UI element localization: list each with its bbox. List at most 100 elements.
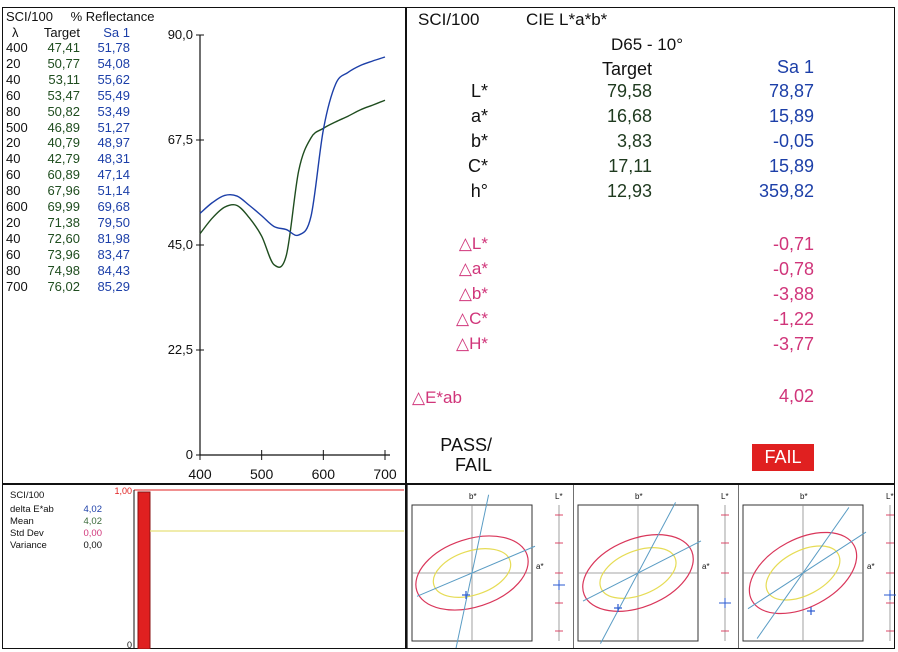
stats-var-label: Variance [10, 540, 47, 551]
cie-row-label: L* [470, 81, 488, 101]
y-tick-label: 90,0 [168, 27, 193, 42]
x-tick-label: 700 [373, 466, 397, 482]
delta-label: △L* [458, 234, 488, 253]
stats-std-value: 0,00 [83, 528, 103, 539]
reflectance-row: 20 50,77 54,08 [6, 56, 130, 72]
wavelength: 40 [6, 71, 21, 87]
cie-sample-header: Sa 1 [776, 57, 814, 77]
sample-value: 83,47 [97, 246, 130, 262]
y-tick-label: 0 [186, 447, 193, 462]
reflectance-row: 80 50,82 53,49 [6, 104, 130, 120]
ellipse-plot: b* a* L* [407, 485, 565, 648]
stats-var-value: 0,00 [83, 540, 103, 551]
a-axis-label: a* [867, 562, 875, 571]
chroma-line [747, 531, 867, 610]
delta-label: △b* [458, 284, 488, 303]
target-header: Target [43, 25, 80, 40]
chroma-line [416, 545, 536, 597]
divider-horizontal [2, 483, 895, 485]
wavelength: 80 [6, 183, 21, 199]
sample-value: 47,14 [97, 167, 130, 183]
cie-mode: SCI/100 [418, 10, 480, 29]
reflectance-row: 700 76,02 85,29 [6, 279, 130, 295]
delta-e-label: △E*ab [412, 388, 462, 407]
x-tick-label: 500 [250, 466, 274, 482]
wavelength: 60 [6, 167, 21, 183]
wavelength: 20 [6, 214, 21, 230]
stats-top-tick: 1,00 [114, 486, 132, 496]
b-axis-label: b* [469, 492, 477, 501]
cie-target-value: 16,68 [606, 106, 652, 126]
sample-value: 55,62 [97, 71, 130, 87]
wavelength: 20 [6, 135, 21, 151]
x-tick-label: 400 [188, 466, 212, 482]
sample-value: 48,97 [97, 135, 130, 151]
delta-value: -3,88 [772, 284, 814, 304]
ellipse-plot: b* a* L* [573, 485, 731, 648]
target-value: 73,96 [47, 246, 80, 262]
pass-label: PASS/ [440, 435, 492, 455]
target-value: 40,79 [47, 135, 80, 151]
wavelength: 400 [6, 40, 28, 55]
target-value: 46,89 [47, 119, 80, 135]
delta-value: -3,77 [772, 334, 814, 354]
reflectance-row: 40 53,11 55,62 [6, 72, 130, 88]
inner-tolerance-ellipse [432, 548, 512, 598]
reflectance-title: SCI/100 % Reflectance [6, 9, 154, 24]
delta-label: △a* [458, 259, 488, 278]
sample-value: 51,27 [97, 119, 130, 135]
reflectance-row: 20 71,38 79,50 [6, 215, 130, 231]
reflectance-row: 80 74,98 84,43 [6, 263, 130, 279]
wavelength: 60 [6, 246, 21, 262]
cie-sample-value: 359,82 [758, 181, 814, 201]
sample-value: 69,68 [97, 199, 130, 214]
y-tick-label: 45,0 [168, 237, 193, 252]
y-tick-label: 67,5 [168, 132, 193, 147]
ellipse-plot: b* a* L* [738, 485, 896, 648]
L-axis-label: L* [721, 492, 729, 501]
report-frame [2, 7, 895, 649]
cie-sample-value: -0,05 [772, 131, 814, 151]
cie-row-label: C* [467, 156, 488, 176]
reflectance-row: 40 42,79 48,31 [6, 151, 130, 167]
inner-tolerance-ellipse [765, 545, 841, 601]
sample-value: 54,08 [97, 55, 130, 71]
b-axis-label: b* [800, 492, 808, 501]
target-value: 72,60 [47, 230, 80, 246]
a-axis-label: a* [536, 562, 544, 571]
stats-std-label: Std Dev [10, 528, 44, 539]
reflectance-row: 60 60,89 47,14 [6, 167, 130, 183]
sample-value: 51,14 [97, 183, 130, 199]
wavelength: 700 [6, 278, 28, 294]
cie-row-label: a* [470, 106, 488, 126]
y-tick-label: 22,5 [168, 342, 193, 357]
illuminant: D65 - 10° [611, 35, 684, 54]
cie-target-value: 79,58 [606, 81, 652, 101]
reflectance-row: 60 53,47 55,49 [6, 88, 130, 104]
stats-mean-value: 4,02 [83, 516, 103, 527]
inner-tolerance-ellipse [599, 547, 677, 599]
cie-target-header: Target [601, 59, 652, 79]
reflectance-row: 40 72,60 81,98 [6, 231, 130, 247]
series-line-target [199, 99, 386, 268]
wavelength: 500 [6, 119, 28, 135]
wavelength: 80 [6, 262, 21, 278]
outer-tolerance-ellipse [748, 531, 858, 615]
wavelength: 60 [6, 87, 21, 103]
fail-label: FAIL [454, 455, 492, 475]
reflectance-row: 60 73,96 83,47 [6, 247, 130, 263]
cie-target-value: 12,93 [606, 181, 652, 201]
stats-delta-label: delta E*ab [10, 504, 54, 515]
delta-value: -0,78 [772, 259, 814, 279]
wavelength: 40 [6, 230, 21, 246]
target-value: 50,82 [47, 103, 80, 119]
x-tick-label: 600 [312, 466, 336, 482]
a-axis-label: a* [702, 562, 710, 571]
lambda-header: λ [12, 25, 19, 40]
sample-value: 51,78 [97, 40, 130, 55]
reflectance-row: 500 46,89 51,27 [6, 120, 130, 136]
target-value: 74,98 [47, 262, 80, 278]
outer-tolerance-ellipse [582, 534, 694, 612]
stats-delta-value: 4,02 [83, 504, 103, 515]
cie-row-label: b* [470, 131, 488, 151]
